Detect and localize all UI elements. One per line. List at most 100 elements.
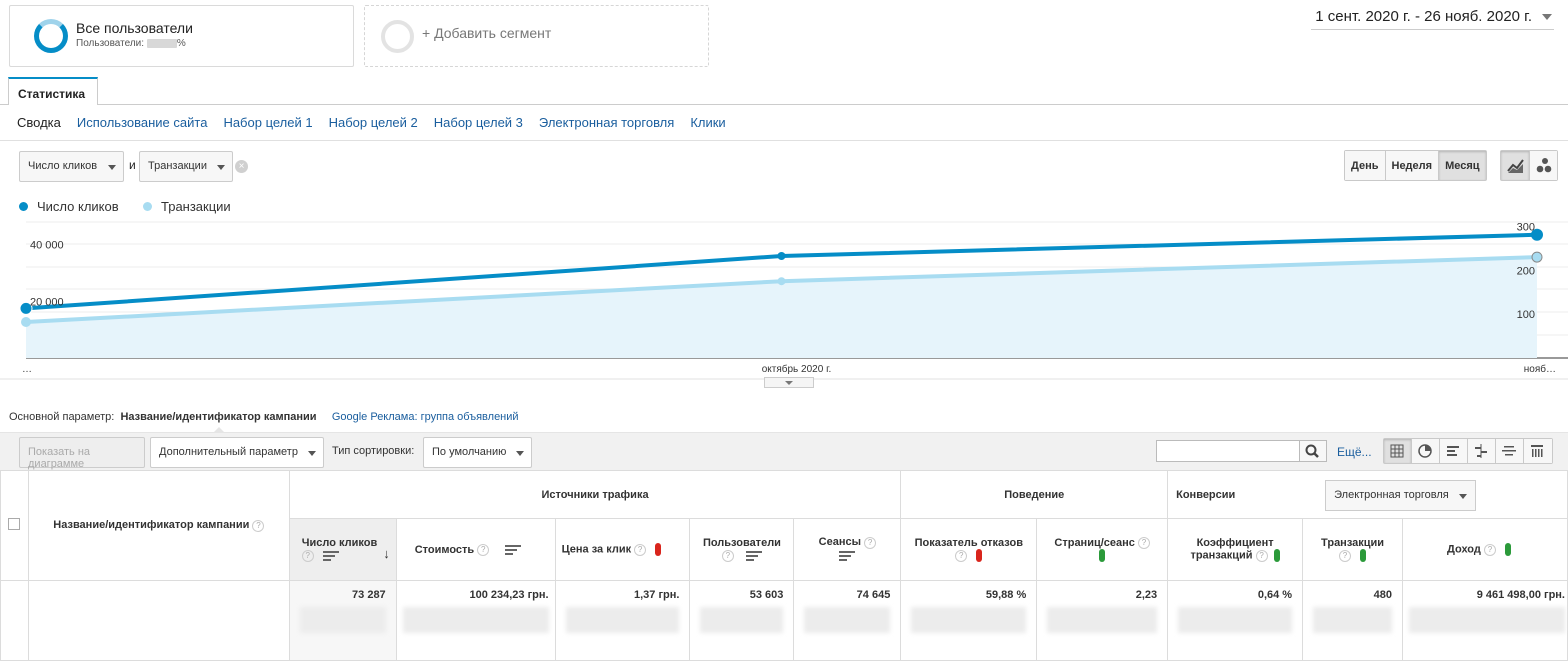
empty-segment-icon (381, 20, 414, 53)
table-view-pivot-button[interactable] (1524, 439, 1552, 463)
table-view-performance-button[interactable] (1440, 439, 1468, 463)
col-sessions[interactable]: Сеансы ? (793, 518, 902, 581)
comparison-icon (1475, 444, 1487, 458)
col-transactions[interactable]: Транзакции? (1302, 518, 1404, 581)
chevron-down-icon (108, 165, 116, 170)
date-range-picker[interactable]: 1 сент. 2020 г. - 26 нояб. 2020 г. (1311, 8, 1554, 30)
total-bounce-rate-value: 59,88 % (985, 589, 1027, 601)
col-cost[interactable]: Стоимость ? (395, 518, 556, 581)
period-day-button[interactable]: День (1345, 151, 1386, 180)
col-users[interactable]: Пользователи? (689, 518, 795, 581)
segment-title: Все пользователи (76, 20, 193, 36)
column-header-row: Число кликов ? ↓ Стоимость ? Цена за кли… (1, 518, 1568, 581)
area-transactions (26, 257, 1537, 358)
chart-resize-handle[interactable] (764, 377, 814, 388)
blurred-percent (804, 607, 891, 633)
bar-chart-icon (1447, 446, 1459, 456)
table-view-group (1383, 438, 1553, 464)
table-search-button[interactable] (1299, 440, 1327, 462)
segment-all-users[interactable]: Все пользователи Пользователи: % (9, 5, 354, 67)
col-label: Пользователи (702, 536, 781, 549)
chart-type-group (1500, 150, 1558, 181)
bars-icon (322, 549, 339, 563)
primary-dimension-bar: Основной параметр: Название/идентификато… (9, 411, 519, 423)
subnav-goal-set-3[interactable]: Набор целей 3 (433, 115, 523, 130)
help-icon[interactable]: ? (1137, 537, 1150, 550)
line-chart-button[interactable] (1501, 151, 1530, 180)
blurred-percent (1178, 607, 1293, 633)
help-icon[interactable]: ? (1255, 549, 1268, 562)
col-label: Сеансы (818, 536, 862, 549)
col-label: Коэффициент транзакций (1190, 537, 1274, 562)
plot-rows-button[interactable]: Показать на диаграмме (19, 437, 145, 470)
col-bounce-rate[interactable]: Показатель отказов? (900, 518, 1038, 581)
primary-dimension-ads-group[interactable]: Google Реклама: группа объявлений (331, 411, 519, 423)
search-icon (1305, 444, 1319, 458)
totals-label-cell (27, 580, 290, 661)
help-icon[interactable]: ? (864, 536, 877, 549)
period-week-button[interactable]: Неделя (1385, 151, 1440, 180)
blurred-percent (700, 607, 784, 633)
col-label: Транзакции (1321, 537, 1385, 549)
remove-metric-icon[interactable]: × (235, 160, 248, 173)
help-icon[interactable]: ? (1483, 543, 1496, 556)
subnav-summary[interactable]: Сводка (17, 115, 61, 130)
chevron-down-icon (785, 381, 793, 385)
term-cloud-icon (1502, 446, 1516, 456)
table-view-data-button[interactable] (1384, 439, 1412, 463)
col-revenue[interactable]: Доход ? (1402, 518, 1568, 581)
col-clicks[interactable]: Число кликов ? ↓ (288, 518, 397, 581)
help-icon[interactable]: ? (477, 543, 490, 556)
subnav-goal-set-2[interactable]: Набор целей 2 (328, 115, 418, 130)
group-conversions: Конверсии Электронная торговля (1167, 470, 1568, 519)
metric-and-label: и (129, 158, 136, 172)
thermometer-green-icon (1099, 549, 1106, 563)
line-chart-icon (1507, 159, 1524, 173)
col-cpc[interactable]: Цена за клик ? (554, 518, 691, 581)
table-view-comparison-button[interactable] (1468, 439, 1496, 463)
tab-statistics[interactable]: Статистика (8, 77, 98, 105)
subnav-site-usage[interactable]: Использование сайта (76, 115, 208, 130)
dimension-header[interactable]: Название/идентификатор кампании ? (27, 470, 290, 581)
pivot-icon (1531, 445, 1543, 457)
col-label: Показатель отказов (914, 537, 1023, 549)
tab-divider (0, 104, 1568, 105)
table-view-pie-button[interactable] (1412, 439, 1440, 463)
sort-type-select[interactable]: По умолчанию (423, 437, 532, 468)
total-transaction-rate: 0,64 % (1167, 580, 1304, 661)
table-view-term-cloud-button[interactable] (1496, 439, 1524, 463)
motion-chart-button[interactable] (1530, 151, 1557, 180)
add-segment-button[interactable]: + Добавить сегмент (364, 5, 709, 67)
help-icon[interactable]: ? (634, 543, 647, 556)
conversion-type-select[interactable]: Электронная торговля (1325, 480, 1477, 511)
chevron-down-icon (516, 451, 524, 456)
more-link[interactable]: Ещё... (1337, 445, 1372, 459)
help-icon[interactable]: ? (301, 549, 314, 562)
subnav: Сводка Использование сайта Набор целей 1 На… (17, 115, 742, 130)
help-icon[interactable]: ? (1338, 549, 1351, 562)
col-pages-per-session[interactable]: Страниц/сеанс ? (1036, 518, 1169, 581)
col-transaction-rate[interactable]: Коэффициент транзакций ? (1167, 518, 1304, 581)
blurred-percent (911, 607, 1027, 633)
help-icon[interactable]: ? (955, 549, 968, 562)
col-label: Цена за клик (561, 543, 632, 556)
primary-dimension-label: Основной параметр: (9, 411, 115, 423)
subnav-clicks[interactable]: Клики (690, 115, 726, 130)
group-acquisition: Источники трафика (288, 470, 902, 519)
subnav-ecommerce[interactable]: Электронная торговля (538, 115, 675, 130)
select-all-checkbox[interactable] (8, 518, 21, 530)
help-icon[interactable]: ? (721, 549, 734, 562)
line-chart: 40 000 20 000 300 200 100 … октябрь 2020 г. ноя… (0, 221, 1568, 380)
period-month-button[interactable]: Месяц (1439, 151, 1486, 180)
subnav-goal-set-1[interactable]: Набор целей 1 (223, 115, 313, 130)
secondary-dimension-select[interactable]: Дополнительный параметр (150, 437, 324, 468)
metric-select-secondary[interactable]: Транзакции (139, 151, 233, 182)
legend-item-clicks: Число кликов (19, 199, 119, 214)
primary-dimension-active[interactable]: Название/идентификатор кампании (120, 411, 317, 423)
total-pages-per-session: 2,23 (1036, 580, 1169, 661)
total-revenue-value: 9 461 498,00 грн. (1476, 589, 1565, 601)
table-search-input[interactable] (1156, 440, 1300, 462)
help-icon[interactable]: ? (252, 519, 265, 532)
x-tick-label: нояб… (1524, 363, 1556, 375)
metric-select-primary[interactable]: Число кликов (19, 151, 124, 182)
